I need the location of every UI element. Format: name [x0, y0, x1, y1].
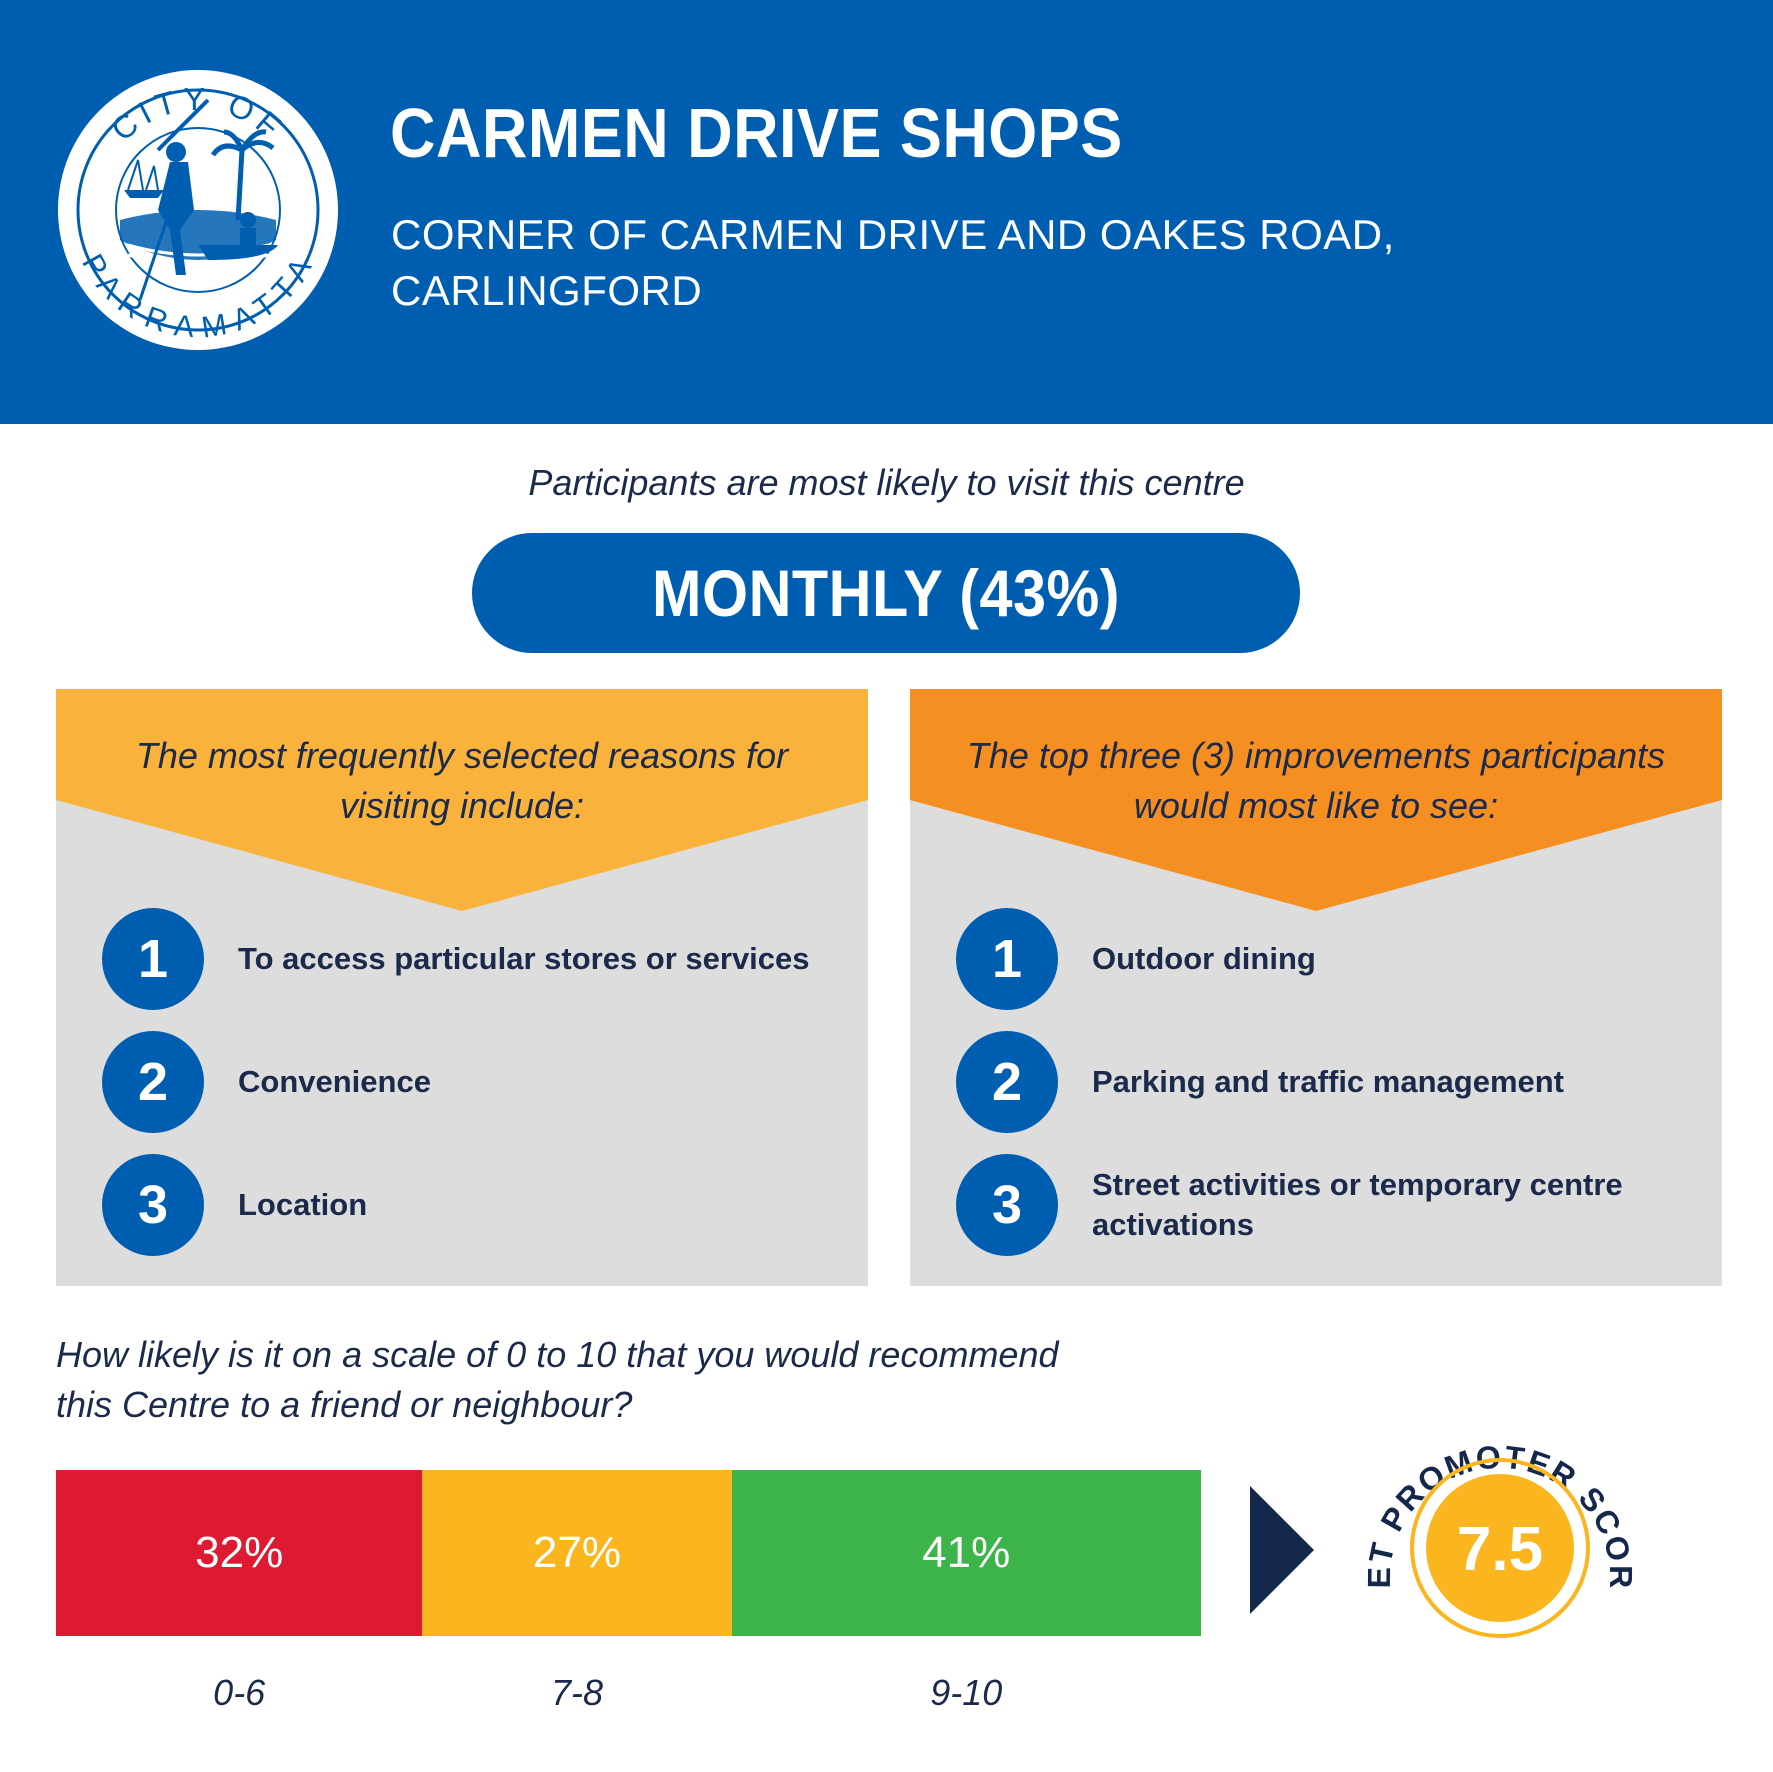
improvement-label: Parking and traffic management	[1092, 1064, 1565, 1099]
reasons-heading: The most frequently selected reasons for…	[56, 731, 868, 831]
bar-segment-passives: 27%	[422, 1470, 732, 1636]
nps-score-circle	[1426, 1474, 1574, 1622]
reason-label: To access particular stores or services	[238, 941, 810, 976]
triangle-arrow-icon	[1250, 1486, 1314, 1614]
reason-item-1: 1 To access particular stores or service…	[102, 908, 852, 1010]
nps-outer-ring	[1410, 1458, 1590, 1638]
rank-badge: 1	[102, 908, 204, 1010]
net-promoter-score-badge: NET PROMOTER SCORE 7.5	[1340, 1408, 1637, 1638]
improvement-item-3: 3 Street activities or temporary centre …	[956, 1154, 1706, 1256]
address-line-1: CORNER OF CARMEN DRIVE AND OAKES ROAD,	[391, 211, 1395, 258]
reasons-heading-line-2: visiting include:	[339, 785, 585, 826]
reasons-heading-line-1: The most frequently selected reasons for	[135, 735, 789, 776]
recommend-question-line-2: this Centre to a friend or neighbour?	[56, 1384, 633, 1425]
rank-badge: 3	[102, 1154, 204, 1256]
centre-address: CORNER OF CARMEN DRIVE AND OAKES ROAD, C…	[391, 207, 1541, 319]
range-label-promoters: 9-10	[930, 1672, 1003, 1713]
improvement-label: Outdoor dining	[1092, 941, 1316, 976]
improvement-label: Street activities or temporary centre ac…	[1092, 1167, 1623, 1242]
improvements-heading-line-1: The top three (3) improvements participa…	[966, 735, 1666, 776]
improvements-panel: The top three (3) improvements participa…	[910, 689, 1722, 1286]
recommend-question-line-1: How likely is it on a scale of 0 to 10 t…	[56, 1334, 1059, 1375]
reason-item-2: 2 Convenience	[102, 1031, 852, 1133]
reason-item-3: 3 Location	[102, 1154, 852, 1256]
bar-segment-promoters: 41%	[731, 1470, 1201, 1636]
reasons-panel: The most frequently selected reasons for…	[56, 689, 868, 1286]
rank-badge: 2	[956, 1031, 1058, 1133]
bar-segment-detractors: 32%	[56, 1470, 423, 1636]
recommend-question: How likely is it on a scale of 0 to 10 t…	[56, 1330, 1256, 1430]
improvement-item-2: 2 Parking and traffic management	[956, 1031, 1706, 1133]
page-title: CARMEN DRIVE SHOPS	[390, 94, 1123, 172]
rank-badge: 1	[956, 908, 1058, 1010]
recommend-stacked-bar: 32% 27% 41%	[56, 1470, 1201, 1636]
improvement-item-1: 1 Outdoor dining	[956, 908, 1706, 1010]
visit-frequency-intro: Participants are most likely to visit th…	[528, 462, 1245, 503]
reason-label: Location	[238, 1187, 368, 1222]
header-banner: CITY OF PARRAMATTA CARMEN DRIVE SHOPS CO…	[0, 0, 1773, 424]
rank-badge: 3	[956, 1154, 1058, 1256]
range-label-passives: 7-8	[550, 1672, 603, 1713]
visit-frequency-value: MONTHLY (43%)	[652, 556, 1120, 630]
improvements-heading: The top three (3) improvements participa…	[910, 731, 1722, 831]
rank-badge: 2	[102, 1031, 204, 1133]
reason-label: Convenience	[238, 1064, 431, 1099]
nps-value: 7.5	[1457, 1515, 1543, 1584]
improvements-heading-line-2: would most like to see:	[1133, 785, 1499, 826]
visit-frequency-pill: MONTHLY (43%)	[472, 533, 1300, 653]
city-of-parramatta-logo-icon: CITY OF PARRAMATTA	[58, 70, 338, 350]
range-label-detractors: 0-6	[213, 1672, 266, 1713]
address-line-2: CARLINGFORD	[391, 267, 703, 314]
